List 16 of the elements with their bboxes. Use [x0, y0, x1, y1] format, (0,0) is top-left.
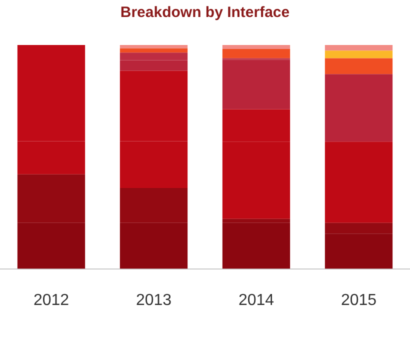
- bar: [222, 49, 290, 58]
- x-tick-label: 2012: [33, 292, 70, 309]
- bar: [324, 142, 393, 223]
- bar: [222, 222, 290, 269]
- bar: [324, 45, 393, 51]
- x-tick-label: 2014: [238, 292, 274, 309]
- chart-title: Breakdown by Interface: [120, 4, 290, 22]
- bar: [222, 60, 290, 110]
- x-tick-label: 2013: [136, 292, 172, 309]
- x-tick-label: 2015: [340, 292, 377, 309]
- bar: [120, 45, 188, 48]
- bar: [324, 58, 393, 74]
- bar: [222, 45, 290, 50]
- bar: [120, 48, 188, 53]
- bar: [324, 74, 393, 142]
- bar: [324, 50, 393, 58]
